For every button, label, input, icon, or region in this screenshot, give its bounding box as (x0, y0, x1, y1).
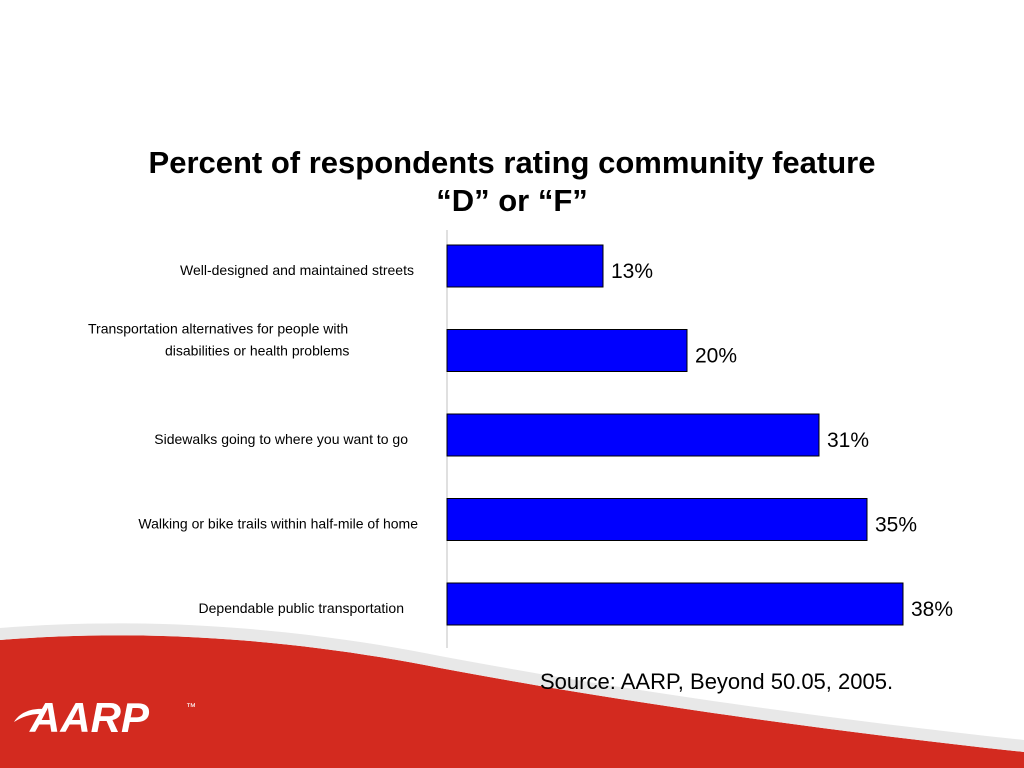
category-label-2-line-2: disabilities or health problems (165, 343, 349, 359)
bar-2 (446, 329, 688, 372)
aarp-logo-trademark: ™ (186, 702, 196, 713)
bars-group: 13% Well-designed and maintained streets 2… (88, 244, 953, 626)
data-label-2: 20% (695, 345, 737, 368)
data-label-3: 31% (827, 429, 869, 452)
footer-grey-swoosh (0, 623, 1024, 752)
bar-chart: 13% Well-designed and maintained streets 2… (88, 230, 953, 648)
footer-red-swoosh (0, 635, 1024, 768)
category-label-2-line-1: Transportation alternatives for people w… (88, 321, 348, 337)
category-label-4: Walking or bike trails within half-mile … (138, 516, 418, 532)
chart-title-line-2: “D” or “F” (436, 183, 588, 218)
bar-1 (446, 244, 604, 288)
data-label-4: 35% (875, 514, 917, 537)
bar-4 (446, 498, 868, 541)
bar-3 (446, 413, 820, 457)
bar-5 (446, 582, 904, 626)
chart-title-line-1: Percent of respondents rating community … (148, 145, 876, 180)
logo-swoosh (14, 708, 44, 722)
category-label-1: Well-designed and maintained streets (180, 262, 414, 278)
chart-title: Percent of respondents rating community … (62, 144, 962, 220)
source-note: Source: AARP, Beyond 50.05, 2005. (540, 669, 894, 694)
category-label-5: Dependable public transportation (199, 600, 404, 616)
aarp-logo: AARP (29, 694, 150, 741)
category-label-3: Sidewalks going to where you want to go (154, 431, 408, 447)
data-label-1: 13% (611, 260, 653, 283)
data-label-5: 38% (911, 598, 953, 621)
